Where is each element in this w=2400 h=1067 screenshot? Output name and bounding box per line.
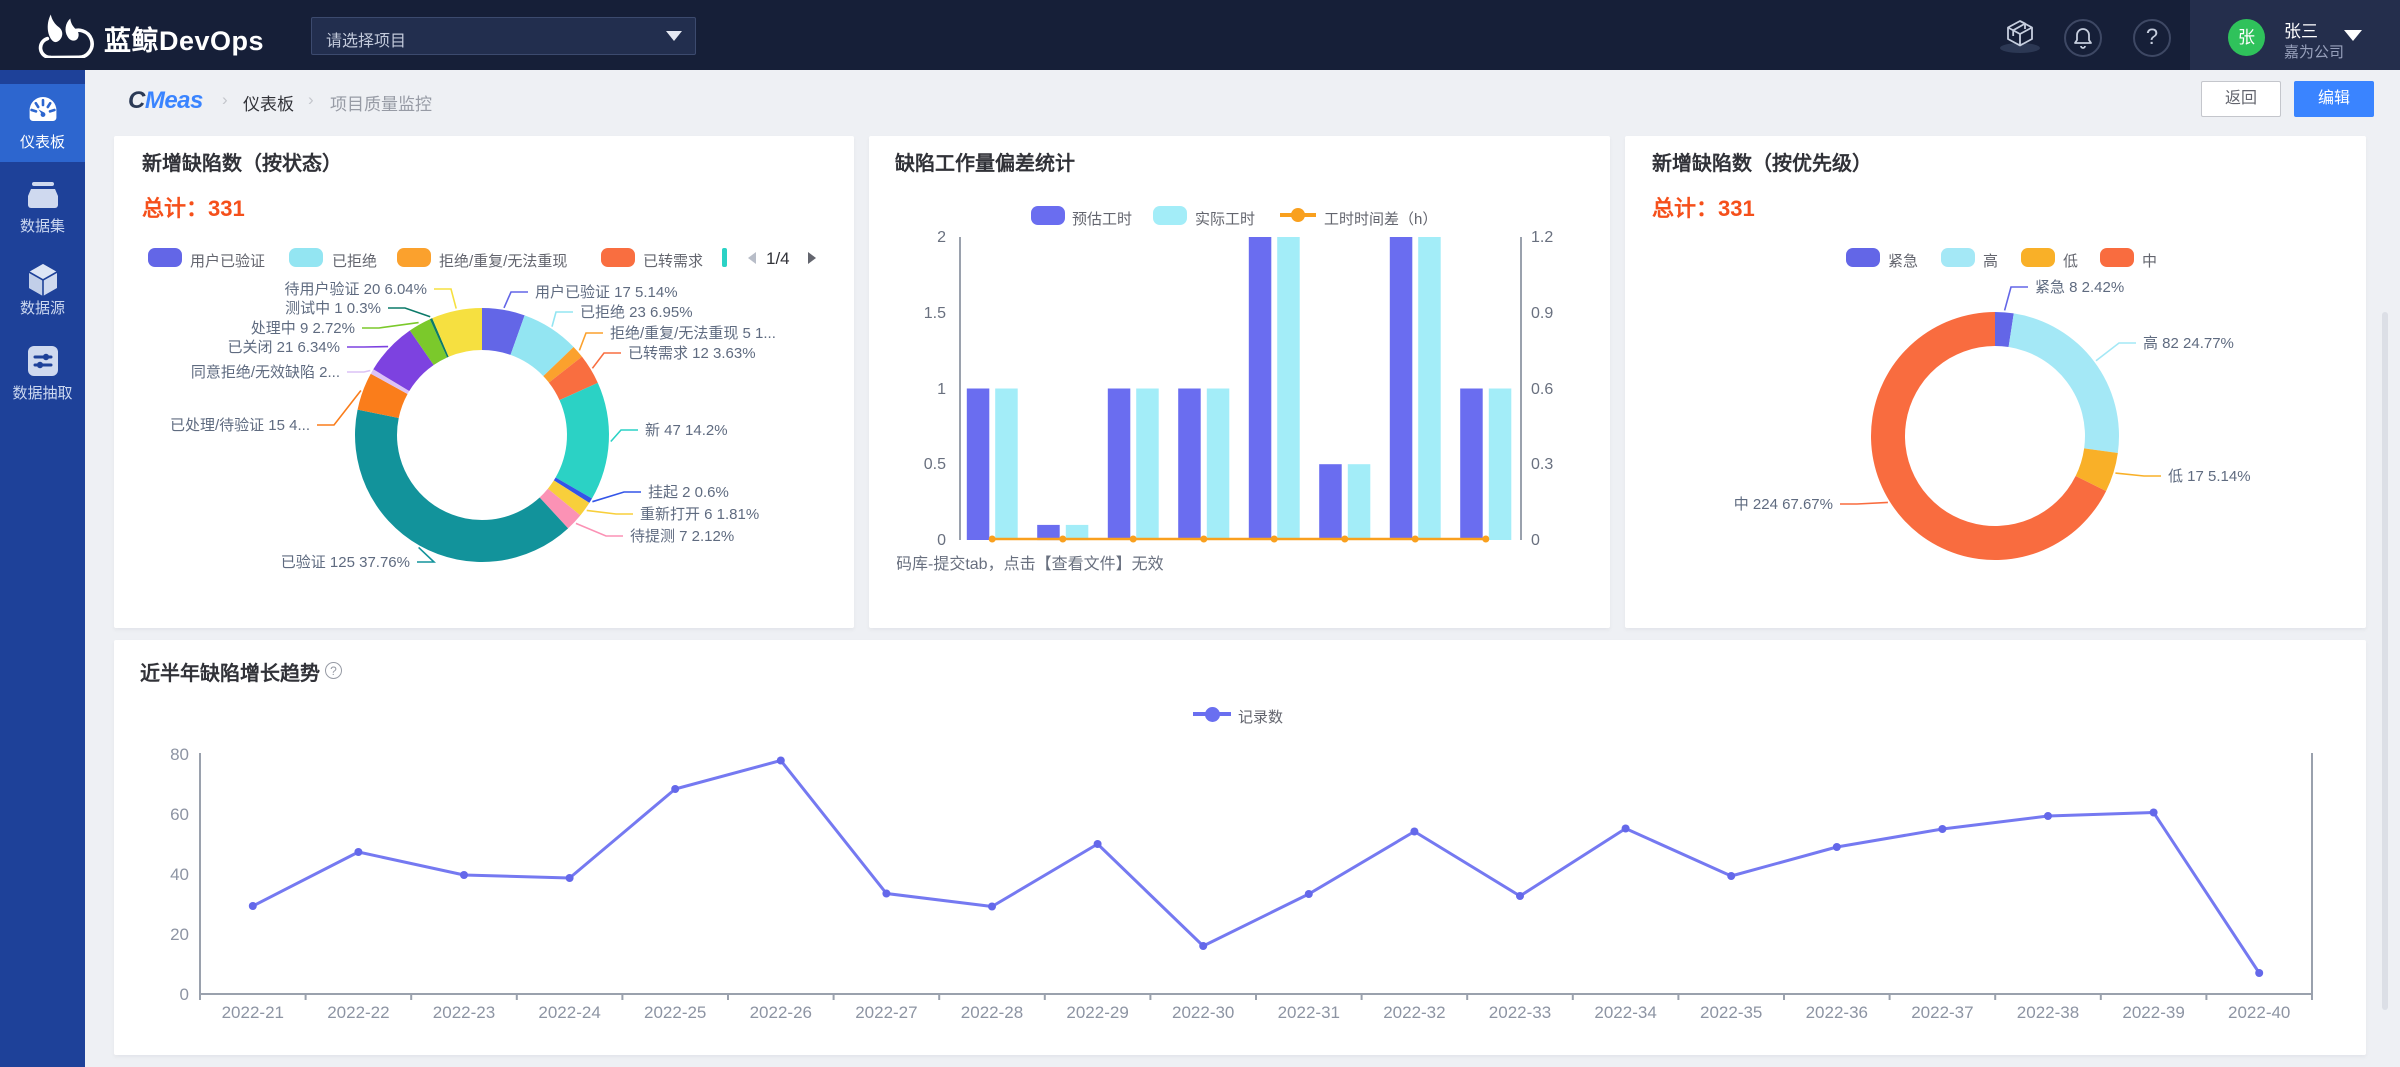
svg-text:待用户验证 20 6.04%: 待用户验证 20 6.04% bbox=[284, 281, 427, 298]
svg-text:待提测 7 2.12%: 待提测 7 2.12% bbox=[630, 528, 734, 545]
svg-text:挂起 2 0.6%: 挂起 2 0.6% bbox=[648, 484, 729, 501]
svg-text:重新打开 6 1.81%: 重新打开 6 1.81% bbox=[640, 506, 759, 523]
svg-text:2022-40: 2022-40 bbox=[2228, 1003, 2290, 1022]
svg-text:2022-28: 2022-28 bbox=[961, 1003, 1023, 1022]
svg-text:2022-25: 2022-25 bbox=[644, 1003, 706, 1022]
svg-text:已转需求 12 3.63%: 已转需求 12 3.63% bbox=[628, 345, 756, 362]
svg-text:2022-35: 2022-35 bbox=[1700, 1003, 1762, 1022]
svg-text:新 47 14.2%: 新 47 14.2% bbox=[645, 422, 728, 439]
svg-text:2: 2 bbox=[937, 229, 946, 246]
svg-text:1: 1 bbox=[937, 381, 946, 398]
svg-text:2022-32: 2022-32 bbox=[1383, 1003, 1445, 1022]
svg-text:2022-24: 2022-24 bbox=[538, 1003, 600, 1022]
svg-text:0.6: 0.6 bbox=[1531, 381, 1553, 398]
svg-text:0.5: 0.5 bbox=[924, 456, 946, 473]
svg-text:用户已验证 17 5.14%: 用户已验证 17 5.14% bbox=[535, 284, 678, 301]
svg-text:已关闭 21 6.34%: 已关闭 21 6.34% bbox=[227, 339, 340, 356]
svg-text:2022-22: 2022-22 bbox=[327, 1003, 389, 1022]
svg-text:已验证 125 37.76%: 已验证 125 37.76% bbox=[281, 554, 410, 571]
svg-text:同意拒绝/无效缺陷 2...: 同意拒绝/无效缺陷 2... bbox=[191, 363, 340, 381]
svg-text:0: 0 bbox=[180, 985, 189, 1004]
svg-text:2022-37: 2022-37 bbox=[1911, 1003, 1973, 1022]
svg-text:高 82 24.77%: 高 82 24.77% bbox=[2143, 335, 2234, 352]
svg-text:40: 40 bbox=[170, 865, 189, 884]
svg-text:2022-21: 2022-21 bbox=[222, 1003, 284, 1022]
svg-text:2022-29: 2022-29 bbox=[1066, 1003, 1128, 1022]
svg-text:代码库-提交tab，点击【查看文件】无效: 代码库-提交tab，点击【查看文件】无效 bbox=[880, 555, 1164, 573]
svg-text:0.3: 0.3 bbox=[1531, 456, 1553, 473]
svg-text:2022-38: 2022-38 bbox=[2017, 1003, 2079, 1022]
svg-text:2022-31: 2022-31 bbox=[1278, 1003, 1340, 1022]
svg-text:0: 0 bbox=[937, 532, 946, 549]
svg-text:2022-23: 2022-23 bbox=[433, 1003, 495, 1022]
svg-text:2022-27: 2022-27 bbox=[855, 1003, 917, 1022]
svg-text:1.2: 1.2 bbox=[1531, 229, 1553, 246]
svg-text:2022-34: 2022-34 bbox=[1594, 1003, 1656, 1022]
svg-text:中 224 67.67%: 中 224 67.67% bbox=[1734, 496, 1833, 513]
svg-text:80: 80 bbox=[170, 745, 189, 764]
svg-text:处理中 9 2.72%: 处理中 9 2.72% bbox=[251, 320, 355, 337]
svg-text:2022-33: 2022-33 bbox=[1489, 1003, 1551, 1022]
svg-text:2022-39: 2022-39 bbox=[2122, 1003, 2184, 1022]
svg-text:测试中 1 0.3%: 测试中 1 0.3% bbox=[285, 300, 381, 317]
svg-text:已处理/待验证 15 4...: 已处理/待验证 15 4... bbox=[170, 417, 310, 434]
svg-text:60: 60 bbox=[170, 805, 189, 824]
svg-text:0: 0 bbox=[1531, 532, 1540, 549]
svg-text:2022-36: 2022-36 bbox=[1806, 1003, 1868, 1022]
svg-text:1.5: 1.5 bbox=[924, 305, 946, 322]
svg-text:2022-26: 2022-26 bbox=[750, 1003, 812, 1022]
svg-text:已拒绝 23 6.95%: 已拒绝 23 6.95% bbox=[580, 304, 693, 321]
svg-text:20: 20 bbox=[170, 925, 189, 944]
svg-text:2022-30: 2022-30 bbox=[1172, 1003, 1234, 1022]
svg-text:紧急 8 2.42%: 紧急 8 2.42% bbox=[2035, 279, 2124, 296]
svg-text:0.9: 0.9 bbox=[1531, 305, 1553, 322]
svg-text:拒绝/重复/无法重现 5 1...: 拒绝/重复/无法重现 5 1... bbox=[610, 324, 776, 342]
svg-text:低 17 5.14%: 低 17 5.14% bbox=[2168, 468, 2251, 485]
